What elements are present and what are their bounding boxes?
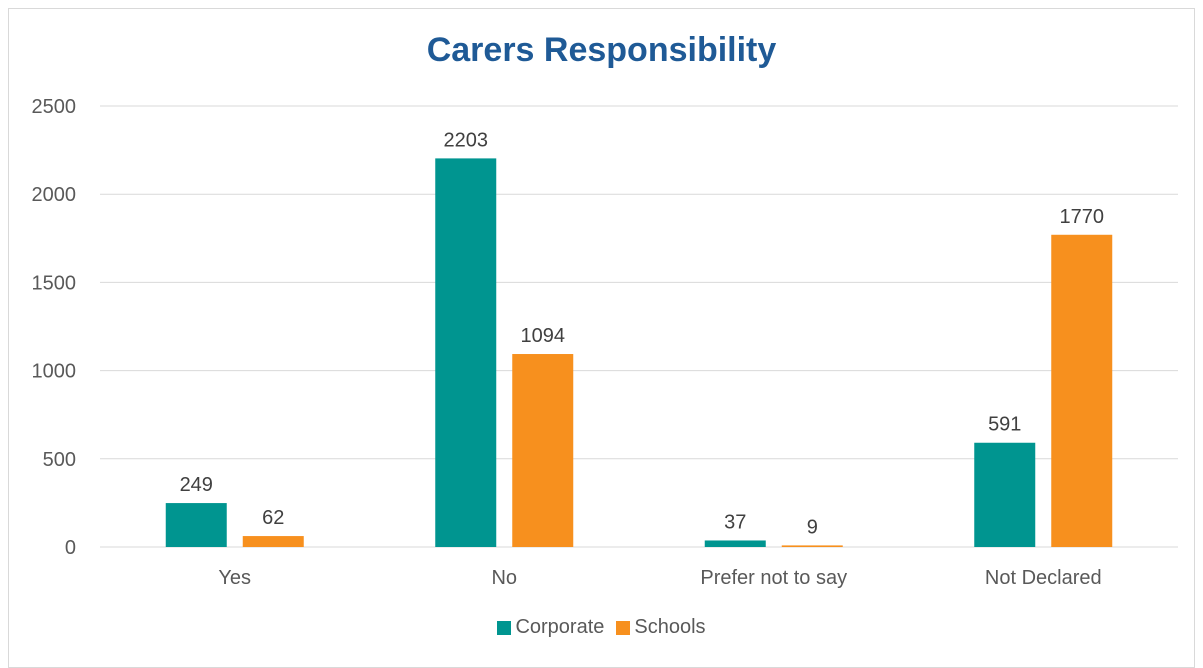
data-label-schools-prefer-not-to-say: 9	[807, 516, 818, 538]
chart-title: Carers Responsibility	[426, 31, 777, 69]
x-category-label-not-declared: Not Declared	[985, 567, 1102, 589]
data-label-schools-not-declared: 1770	[1060, 206, 1105, 228]
bar-corporate-no	[435, 158, 497, 547]
x-category-label-yes: Yes	[218, 567, 251, 589]
legend-swatch-corporate	[497, 620, 512, 635]
bar-schools-not-declared	[1051, 234, 1113, 547]
data-label-corporate-not-declared: 591	[988, 414, 1021, 436]
legend-item-corporate: Corporate	[497, 616, 604, 639]
y-tick-label-2500: 2500	[32, 96, 77, 118]
bar-corporate-not-declared	[974, 442, 1036, 547]
bar-schools-no	[512, 354, 574, 547]
legend-swatch-schools	[616, 620, 631, 635]
bar-schools-prefer-not-to-say	[781, 545, 843, 547]
y-tick-label-1500: 1500	[32, 272, 77, 294]
y-tick-label-2000: 2000	[32, 184, 77, 206]
y-tick-label-1000: 1000	[32, 361, 77, 383]
legend-label-corporate: Corporate	[515, 616, 605, 638]
y-tick-label-0: 0	[65, 537, 76, 559]
data-label-corporate-yes: 249	[180, 474, 213, 496]
legend-item-schools: Schools	[616, 616, 706, 639]
x-category-label-no: No	[491, 567, 517, 589]
data-label-schools-yes: 62	[262, 507, 284, 529]
x-category-label-prefer-not-to-say: Prefer not to say	[700, 567, 847, 589]
bar-corporate-yes	[165, 503, 227, 547]
legend-label-schools: Schools	[634, 616, 706, 638]
data-label-schools-no: 1094	[521, 325, 566, 347]
data-label-corporate-prefer-not-to-say: 37	[724, 511, 746, 533]
chart-frame	[8, 8, 1195, 668]
bar-schools-yes	[242, 536, 304, 547]
chart-legend: Corporate Schools	[0, 616, 1203, 639]
bar-corporate-prefer-not-to-say	[704, 540, 766, 547]
data-label-corporate-no: 2203	[444, 129, 489, 151]
y-tick-label-500: 500	[43, 449, 76, 471]
